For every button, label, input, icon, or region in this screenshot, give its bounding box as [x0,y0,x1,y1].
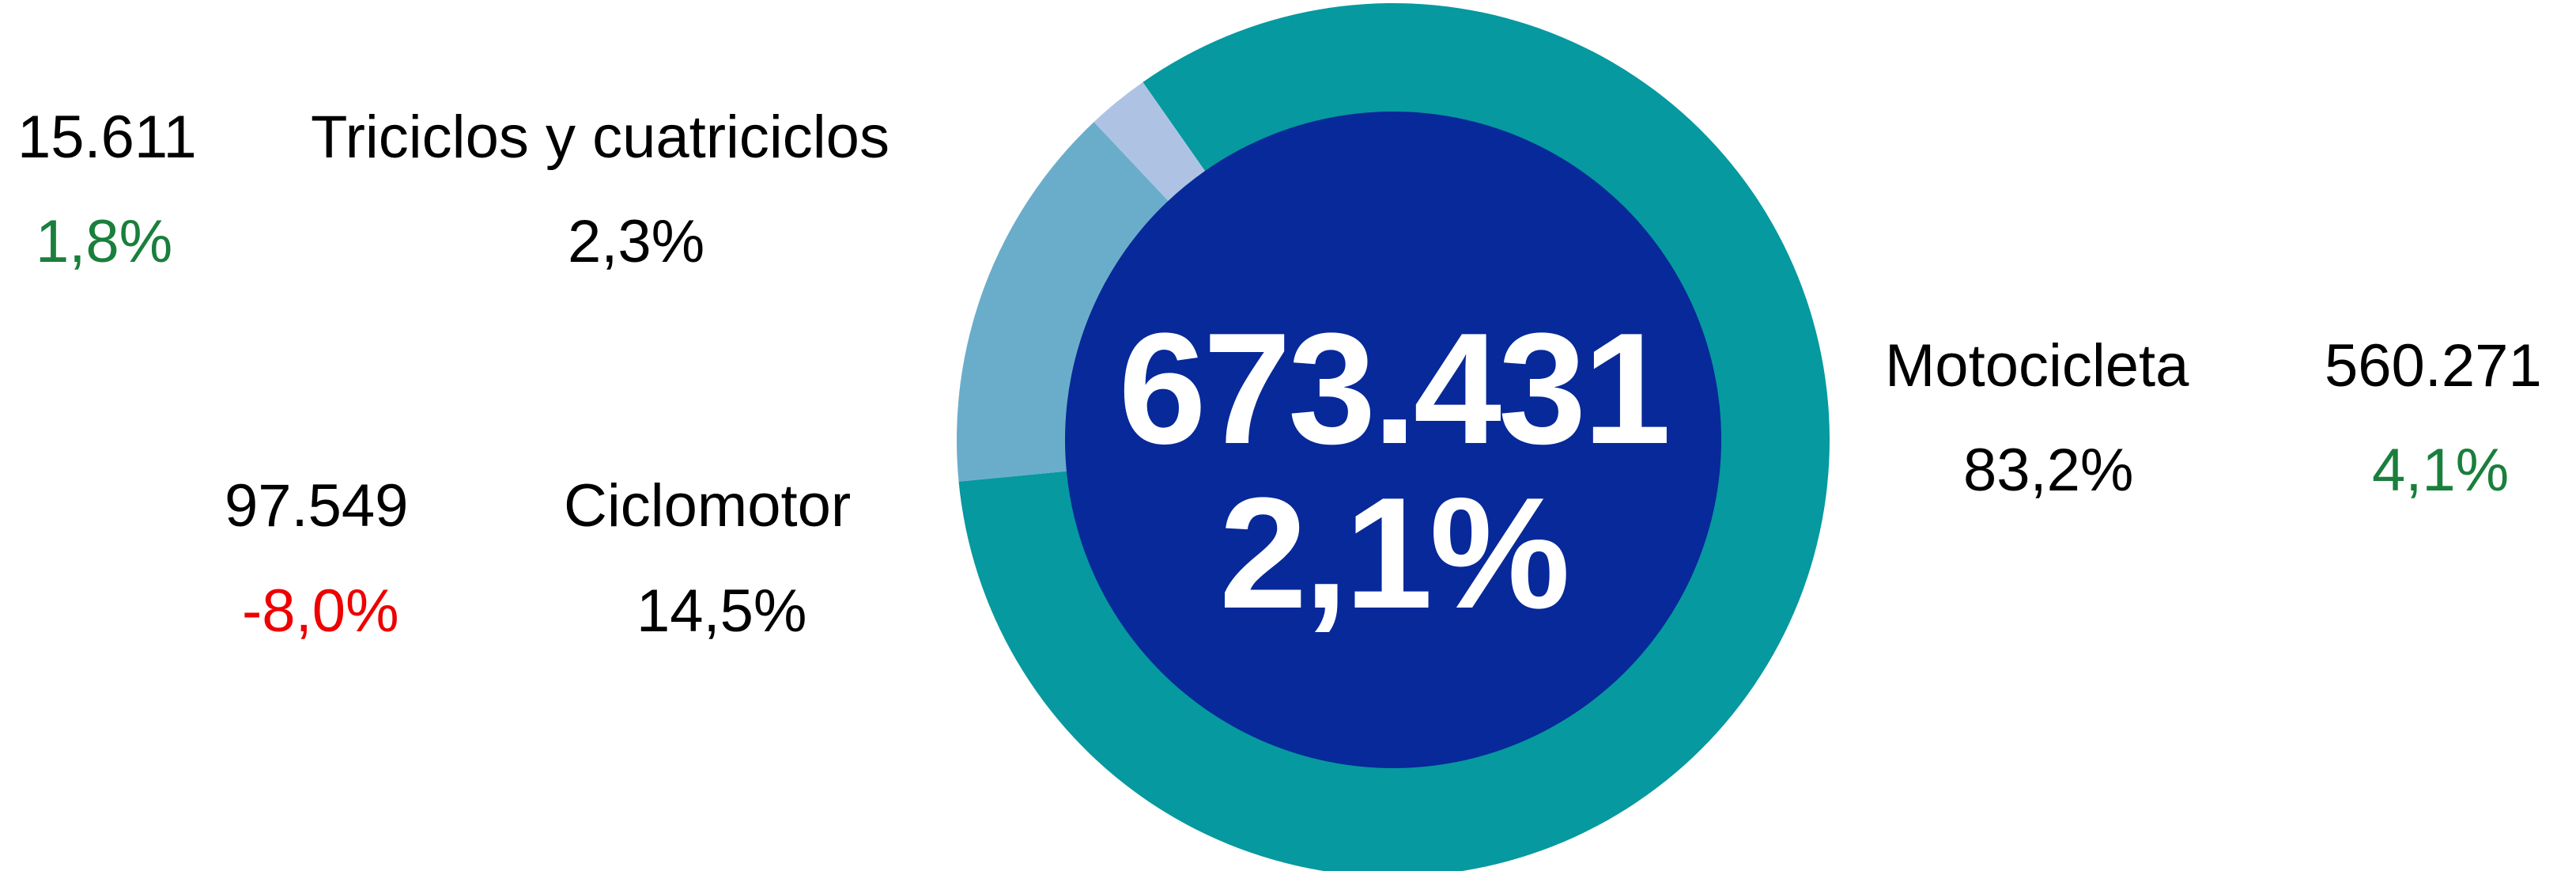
total-units: 673.431 [1118,301,1671,477]
total-change: 2,1% [1219,465,1570,642]
triciclos-units: 15.611 [17,104,197,171]
motocicleta-share: 83,2% [1963,437,2134,504]
triciclos-change: 1,8% [36,208,173,275]
donut-center [1065,112,1721,768]
triciclos-share: 2,3% [568,208,705,275]
ciclomotor-change: -8,0% [242,578,399,645]
ciclomotor-name: Ciclomotor [564,472,852,540]
ciclomotor-units: 97.549 [225,472,409,540]
motocicleta-name: Motocicleta [1885,332,2189,400]
ciclomotor-share: 14,5% [636,578,807,645]
motocicleta-change: 4,1% [2372,437,2510,504]
motocicleta-units: 560.271 [2325,332,2542,400]
triciclos-name: Triciclos y cuatriciclos [311,104,890,171]
